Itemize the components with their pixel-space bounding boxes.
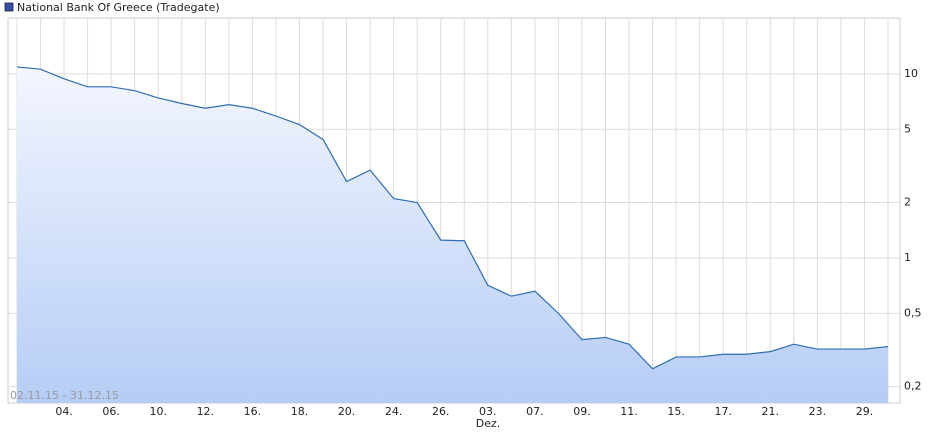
x-tick-label: 11. xyxy=(620,405,638,418)
range-label: 02.11.15 - 31.12.15 xyxy=(10,389,119,402)
x-tick-label: 26. xyxy=(432,405,450,418)
x-tick-label: 06. xyxy=(102,405,120,418)
y-tick-label: 2 xyxy=(904,196,911,209)
x-tick-label: 23. xyxy=(809,405,827,418)
x-tick-label: 18. xyxy=(291,405,309,418)
x-tick-label: 07. xyxy=(526,405,544,418)
x-tick-label: 15. xyxy=(667,405,685,418)
y-tick-label: 0,5 xyxy=(904,306,922,319)
x-tick-label: 10. xyxy=(149,405,167,418)
x-tick-label: 29. xyxy=(856,405,874,418)
x-tick-label: 04. xyxy=(55,405,73,418)
x-tick-label: 24. xyxy=(385,405,403,418)
x-tick-label: 17. xyxy=(714,405,732,418)
x-tick-label: 09. xyxy=(573,405,591,418)
y-tick-label: 1 xyxy=(904,251,911,264)
chart-title: National Bank Of Greece (Tradegate) xyxy=(17,1,220,14)
x-tick-label: 03. xyxy=(479,405,497,418)
x-tick-label: 12. xyxy=(197,405,215,418)
area-fill xyxy=(17,66,888,404)
y-tick-label: 0,2 xyxy=(904,380,922,393)
x-tick-label: 20. xyxy=(338,405,356,418)
x-tick-label: 16. xyxy=(244,405,262,418)
x-tick-label: 21. xyxy=(762,405,780,418)
line xyxy=(16,66,889,370)
legend-swatch xyxy=(4,2,14,12)
x-annotation: Dez. xyxy=(476,417,501,430)
marks xyxy=(16,66,889,404)
y-tick-label: 5 xyxy=(904,122,911,135)
y-tick-label: 10 xyxy=(904,67,918,80)
